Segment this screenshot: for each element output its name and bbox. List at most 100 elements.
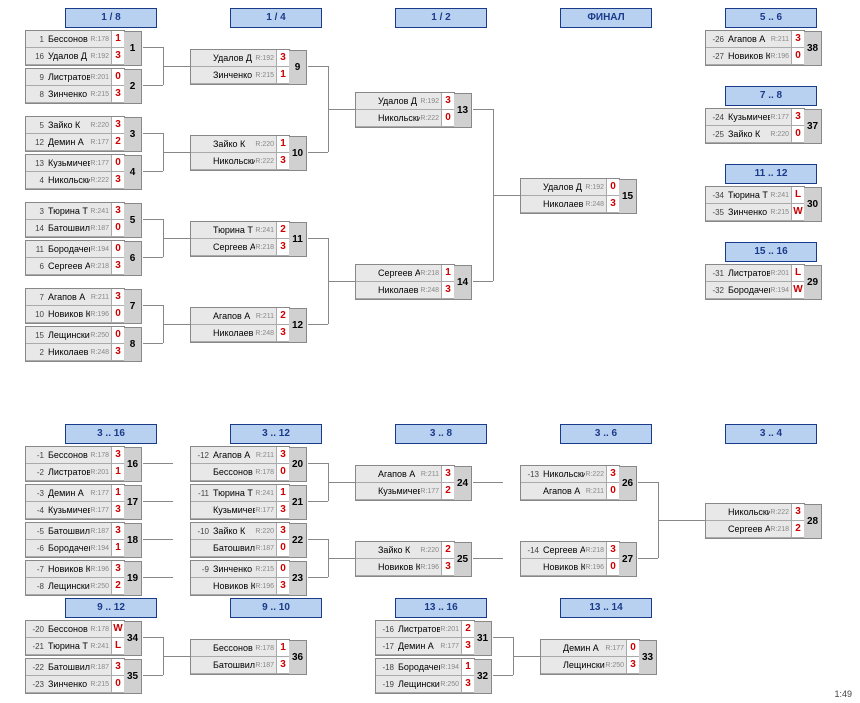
connector (308, 501, 328, 502)
seed: -9 (191, 565, 211, 574)
player-name: Сергеев А (46, 261, 90, 271)
match: Удалов ДR:1923Зинченко ЭR:21519 (190, 49, 290, 85)
match: 15Лещинский ВR:25002Николаев АR:24838 (25, 326, 125, 362)
score: 3 (111, 289, 124, 305)
seed: -22 (26, 663, 46, 672)
connector (163, 637, 164, 656)
seed: -3 (26, 489, 46, 498)
rating: R:178 (90, 626, 111, 633)
match: -12Агапов АR:2113Бессонов АR:178020 (190, 446, 290, 482)
match: -14Сергеев АR:2183Новиков ЮR:196027 (520, 541, 620, 577)
seed: 2 (26, 348, 46, 357)
connector (143, 47, 163, 48)
seed: 8 (26, 90, 46, 99)
player-name: Агапов А (726, 34, 771, 44)
player-row: -20Бессонов АR:178W (26, 621, 124, 638)
round-header: 3 .. 8 (395, 424, 487, 444)
seed: -4 (26, 506, 46, 515)
connector (493, 195, 520, 196)
connector (328, 66, 329, 109)
round-header: 3 .. 4 (725, 424, 817, 444)
seed: -23 (26, 680, 46, 689)
seed: -26 (706, 35, 726, 44)
connector (473, 482, 503, 483)
seed: -18 (376, 663, 396, 672)
seed: 6 (26, 262, 46, 271)
player-name: Новиков Ю (376, 562, 420, 572)
rating: R:248 (90, 349, 111, 356)
round-header: 3 .. 12 (230, 424, 322, 444)
player-name: Кузьмичев М (46, 505, 90, 515)
score: 3 (276, 50, 289, 66)
player-row: Зайко КR:2202 (356, 542, 454, 559)
player-row: -18Бородачев ВR:1941 (376, 659, 474, 676)
score: 3 (276, 523, 289, 539)
player-name: Агапов А (211, 311, 256, 321)
player-row: 16Удалов ДR:1923 (26, 48, 124, 65)
rating: R:241 (255, 490, 276, 497)
connector (308, 463, 328, 464)
player-row: Зайко КR:2201 (191, 136, 289, 153)
player-name: Николаев А (541, 199, 585, 209)
seed: -31 (706, 269, 726, 278)
player-name: Зайко К (46, 120, 90, 130)
seed: 11 (26, 245, 46, 254)
rating: R:196 (770, 53, 791, 60)
player-name: Николаев А (211, 328, 255, 338)
player-name: Удалов Д (211, 53, 255, 63)
player-name: Лещинский В (46, 330, 90, 340)
rating: R:187 (90, 664, 111, 671)
match: 7Агапов АR:211310Новиков ЮR:19607 (25, 288, 125, 324)
player-name: Кузьмичев М (376, 486, 420, 496)
score: 3 (791, 31, 804, 47)
player-name: Кузьмичев М (211, 505, 255, 515)
player-row: 14Батошвили ИR:1870 (26, 220, 124, 237)
score: 3 (441, 93, 454, 109)
match: -1Бессонов АR:1783-2Листратов ДR:201116 (25, 446, 125, 482)
connector (308, 539, 328, 540)
score: W (111, 621, 124, 637)
match-number: 35 (124, 659, 142, 694)
score: 1 (111, 540, 124, 556)
player-name: Листратов Д (726, 268, 770, 278)
connector (473, 281, 493, 282)
rating: R:215 (90, 681, 111, 688)
connector (163, 66, 164, 85)
score: 3 (111, 561, 124, 577)
connector (638, 482, 658, 483)
connector (163, 324, 190, 325)
match: -16Листратов ДR:2012-17Демин АR:177331 (375, 620, 475, 656)
player-row: -11Тюрина ТR:2411 (191, 485, 289, 502)
rating: R:196 (585, 564, 606, 571)
score: 0 (791, 126, 804, 142)
match: -22Батошвили ИR:1873-23Зинченко ЭR:21503… (25, 658, 125, 694)
player-row: Николаев АR:2483 (521, 196, 619, 213)
match-number: 11 (289, 222, 307, 257)
rating: R:196 (255, 583, 276, 590)
player-row: Агапов АR:2110 (521, 483, 619, 500)
score: 3 (441, 466, 454, 482)
player-row: -9Зинченко ЭR:2150 (191, 561, 289, 578)
player-row: Сергеев АR:2182 (706, 521, 804, 538)
rating: R:211 (586, 488, 606, 495)
match-number: 22 (289, 523, 307, 558)
player-name: Агапов А (211, 450, 256, 460)
rating: R:201 (770, 270, 791, 277)
player-name: Зинченко Э (46, 89, 90, 99)
player-name: Демин А (46, 137, 90, 147)
score: 3 (111, 502, 124, 518)
player-row: -19Лещинский ВR:2503 (376, 676, 474, 693)
connector (163, 656, 164, 675)
connector (163, 47, 164, 66)
connector (658, 520, 705, 521)
rating: R:248 (255, 330, 276, 337)
rating: R:250 (90, 332, 111, 339)
seed: -27 (706, 52, 726, 61)
score: 3 (276, 153, 289, 169)
score: 2 (461, 621, 474, 637)
match: 11Бородачев ВR:19406Сергеев АR:21836 (25, 240, 125, 276)
player-row: -2Листратов ДR:2011 (26, 464, 124, 481)
score: 3 (441, 559, 454, 575)
rating: R:178 (90, 452, 111, 459)
player-name: Тюрина Т (726, 190, 770, 200)
